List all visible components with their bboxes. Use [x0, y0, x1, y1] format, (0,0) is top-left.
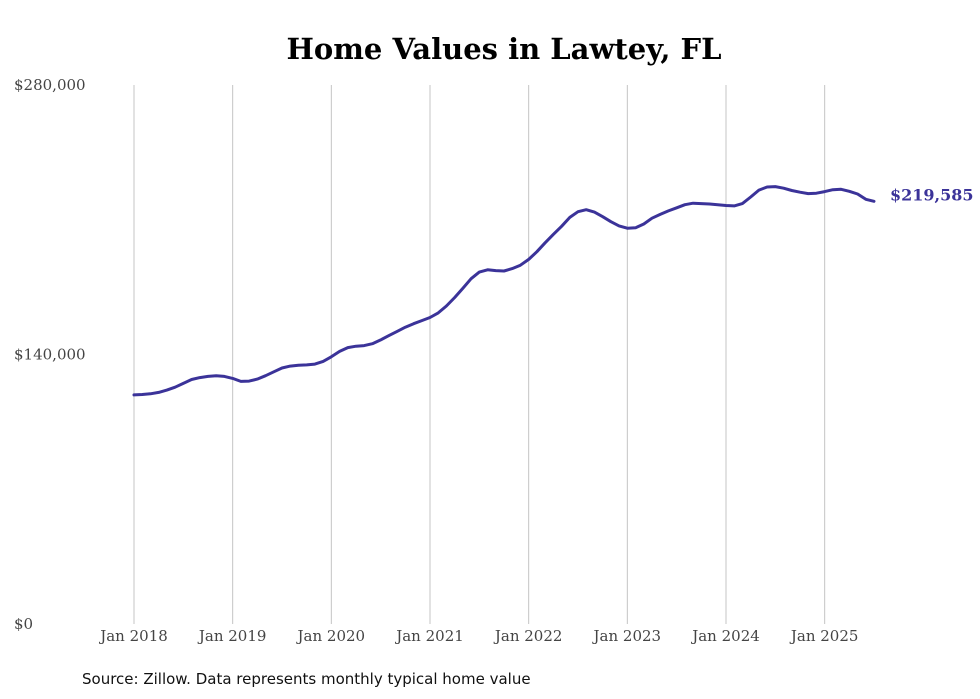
x-tick-label: Jan 2021 — [394, 627, 464, 645]
y-tick-label: $140,000 — [14, 346, 86, 364]
x-tick-label: Jan 2018 — [98, 627, 168, 645]
y-axis-ticks: $0 $140,000 $280,000 — [14, 76, 86, 633]
y-tick-label: $0 — [14, 615, 33, 633]
x-tick-label: Jan 2024 — [690, 627, 760, 645]
x-tick-label: Jan 2025 — [789, 627, 859, 645]
x-tick-label: Jan 2022 — [493, 627, 563, 645]
x-tick-label: Jan 2023 — [592, 627, 662, 645]
y-tick-label: $280,000 — [14, 76, 86, 94]
source-note: Source: Zillow. Data represents monthly … — [82, 670, 531, 688]
end-value-label: $219,585 — [890, 185, 974, 204]
gridlines — [133, 85, 826, 624]
series-line-0 — [132, 185, 876, 397]
chart-title: Home Values in Lawtey, FL — [286, 32, 721, 66]
x-axis-ticks: Jan 2018 Jan 2019 Jan 2020 Jan 2021 Jan 2022… — [98, 627, 858, 645]
x-tick-label: Jan 2019 — [197, 627, 267, 645]
x-tick-label: Jan 2020 — [296, 627, 366, 645]
series-lines — [132, 185, 876, 397]
